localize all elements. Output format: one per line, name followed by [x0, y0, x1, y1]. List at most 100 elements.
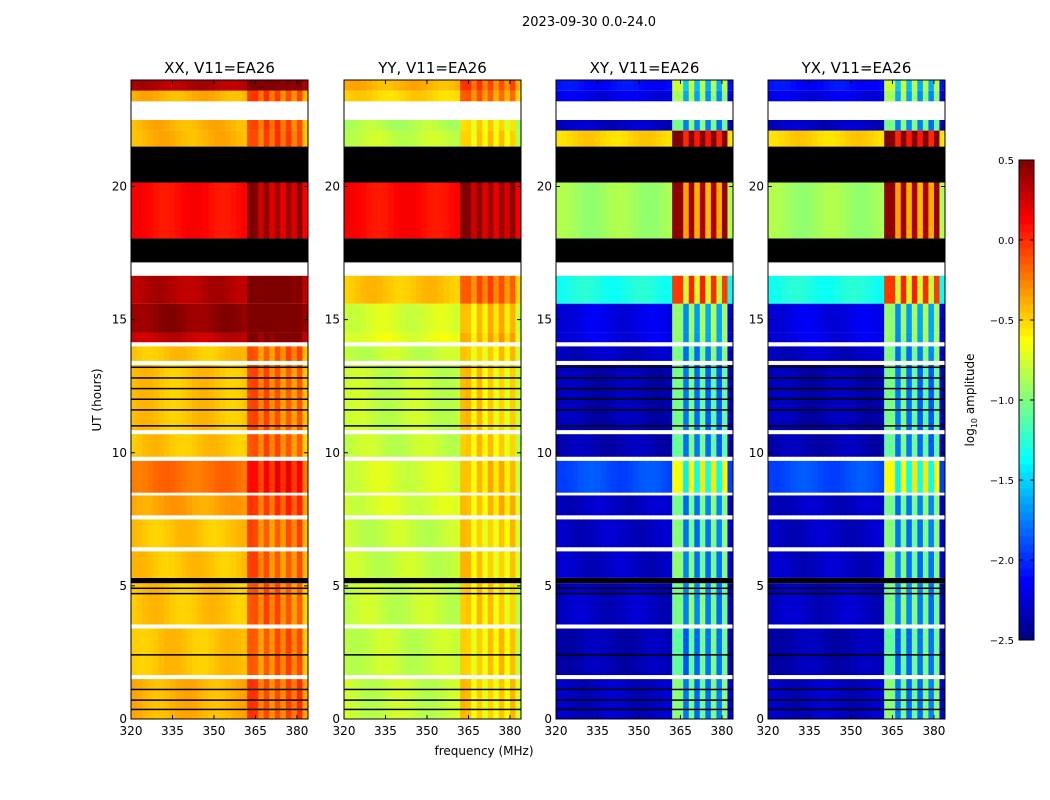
heatmap-cell — [382, 275, 389, 304]
heatmap-cell — [721, 583, 728, 625]
heatmap-cell — [922, 346, 929, 361]
heatmap-cell — [449, 303, 456, 333]
heatmap-cell — [280, 628, 287, 676]
heatmap-cell — [404, 679, 411, 719]
heatmap-cell — [666, 551, 673, 578]
heatmap-cell — [504, 346, 511, 361]
heatmap-cell — [285, 519, 292, 548]
heatmap-cell — [583, 346, 590, 361]
colorbar-segment — [1019, 456, 1034, 465]
heatmap-cell — [274, 434, 281, 457]
heatmap-cell — [344, 182, 351, 239]
heatmap-cell — [650, 364, 657, 431]
y-tick-label: 0 — [332, 712, 340, 726]
heatmap-cell — [611, 130, 618, 147]
heatmap-cell — [426, 182, 433, 239]
heatmap-cell — [812, 332, 819, 343]
colorbar-segment — [1019, 472, 1034, 481]
heatmap-cell — [850, 628, 857, 676]
heatmap-cell — [291, 80, 298, 91]
heatmap-cell — [175, 90, 182, 102]
heatmap-cell — [164, 519, 171, 548]
heatmap-cell — [583, 679, 590, 719]
heatmap-cell — [928, 628, 935, 676]
heatmap-cell — [694, 519, 701, 548]
heatmap-cell — [773, 364, 780, 431]
heatmap-cell — [812, 90, 819, 102]
colorbar-segment — [1019, 600, 1034, 609]
heatmap-cell — [344, 130, 351, 147]
heatmap-cell — [589, 551, 596, 578]
heatmap-cell — [616, 434, 623, 457]
heatmap-cell — [269, 519, 276, 548]
heatmap-cell — [153, 583, 160, 625]
heatmap-cell — [269, 80, 276, 91]
heatmap-cell — [493, 346, 500, 361]
heatmap-cell — [705, 182, 712, 239]
heatmap-zero-row — [556, 366, 733, 369]
heatmap-cell — [258, 519, 265, 548]
heatmap-cell — [225, 332, 232, 343]
heatmap-cell — [349, 495, 356, 516]
heatmap-cell — [460, 90, 467, 102]
heatmap-cell — [556, 80, 563, 91]
heatmap-cell — [672, 628, 679, 676]
heatmap-cell — [147, 90, 154, 102]
heatmap-cell — [136, 182, 143, 239]
heatmap-cell — [175, 182, 182, 239]
heatmap-cell — [572, 332, 579, 343]
heatmap-cell — [186, 628, 193, 676]
heatmap-cell — [710, 364, 717, 431]
heatmap-cell — [382, 182, 389, 239]
heatmap-cell — [594, 332, 601, 343]
heatmap-cell — [661, 583, 668, 625]
heatmap-cell — [175, 275, 182, 304]
heatmap-cell — [694, 332, 701, 343]
heatmap-cell — [202, 460, 209, 493]
heatmap-cell — [710, 90, 717, 102]
heatmap-cell — [153, 346, 160, 361]
heatmap-cell — [471, 583, 478, 625]
heatmap-cell — [672, 519, 679, 548]
heatmap-cell — [202, 519, 209, 548]
heatmap-zero-band — [768, 146, 945, 183]
heatmap-cell — [779, 434, 786, 457]
heatmap-cell — [583, 332, 590, 343]
heatmap-cell — [247, 119, 254, 131]
heatmap-cell — [158, 583, 165, 625]
heatmap-cell — [142, 628, 149, 676]
heatmap-cell — [561, 364, 568, 431]
colorbar-segment — [1019, 256, 1034, 265]
heatmap-zero-band — [556, 238, 733, 263]
heatmap-cell — [839, 303, 846, 333]
heatmap-cell — [895, 551, 902, 578]
heatmap-cell — [856, 119, 863, 131]
colorbar-segment — [1019, 632, 1034, 641]
heatmap-cell — [197, 434, 204, 457]
heatmap-cell — [900, 679, 907, 719]
heatmap-cell — [939, 583, 946, 625]
heatmap-zero-band — [131, 238, 308, 263]
y-tick-label: 10 — [749, 446, 764, 460]
heatmap-cell — [784, 182, 791, 239]
heatmap-cell — [230, 551, 237, 578]
heatmap-cell — [460, 434, 467, 457]
heatmap-cell — [638, 679, 645, 719]
heatmap-cell — [465, 303, 472, 333]
heatmap-cell — [236, 332, 243, 343]
heatmap-cell — [136, 119, 143, 131]
heatmap-cell — [377, 119, 384, 131]
heatmap-cell — [661, 495, 668, 516]
heatmap-cell — [241, 495, 248, 516]
heatmap-cell — [605, 130, 612, 147]
heatmap-cell — [432, 332, 439, 343]
heatmap-cell — [302, 628, 309, 676]
heatmap-cell — [801, 583, 808, 625]
heatmap-cell — [773, 628, 780, 676]
heatmap-cell — [600, 364, 607, 431]
heatmap-cell — [426, 434, 433, 457]
colorbar-segment — [1019, 568, 1034, 577]
heatmap-cell — [638, 364, 645, 431]
heatmap-cell — [252, 628, 259, 676]
heatmap-cell — [302, 80, 309, 91]
